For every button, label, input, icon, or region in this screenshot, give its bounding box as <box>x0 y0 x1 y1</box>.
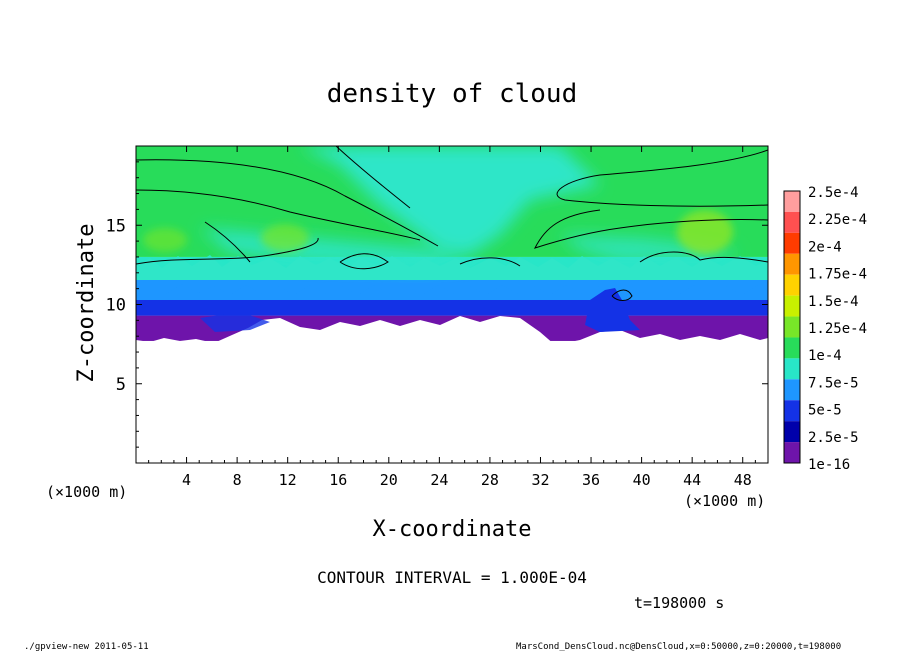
x-tick-label: 28 <box>481 471 499 489</box>
contour-line <box>136 189 421 241</box>
colorbar-swatch <box>784 316 800 338</box>
x-tick-label: 44 <box>683 471 701 489</box>
colorbar-label: 1e-16 <box>808 457 850 473</box>
ragged-edges <box>136 255 768 346</box>
colorbar-label: 1.5e-4 <box>808 294 859 310</box>
colorbar-label: 2e-4 <box>808 239 842 255</box>
x-tick-label: 48 <box>734 471 752 489</box>
colorbar-swatch <box>784 379 800 401</box>
colorbar-swatch <box>784 191 800 212</box>
contour-lines <box>136 146 768 301</box>
x-tick-label: 8 <box>233 471 242 489</box>
contour-line <box>611 289 633 301</box>
colorbar-label: 1e-4 <box>808 348 842 364</box>
footer-left: ./gpview-new 2011-05-11 <box>24 642 149 652</box>
contour-line <box>639 251 768 263</box>
y-axis-label: Z-coordinate <box>74 224 99 383</box>
x-axis-label: X-coordinate <box>373 517 532 542</box>
x-unit-left: (×1000 m) <box>46 483 127 501</box>
x-axis: 4 8 12 16 20 24 28 32 36 40 44 48 <box>148 146 756 489</box>
colorbar-label: 1.25e-4 <box>808 321 867 337</box>
x-tick-label: 32 <box>531 471 549 489</box>
y-tick-label: 5 <box>116 375 126 395</box>
colorbar-swatch <box>784 295 800 317</box>
colorbar-label: 5e-5 <box>808 403 842 419</box>
colorbar-swatch <box>784 421 800 443</box>
colorbar-frame <box>783 190 801 464</box>
colorbar-label: 2.5e-5 <box>808 430 859 446</box>
colorbar-swatch <box>784 232 800 254</box>
x-tick-label: 16 <box>329 471 347 489</box>
colorbar-swatch <box>784 253 800 275</box>
colorbar-swatch <box>784 442 800 463</box>
colorbar-swatch <box>784 337 800 359</box>
colorbar-swatch <box>784 400 800 422</box>
colorbar-swatch <box>784 358 800 380</box>
contour-line <box>459 257 521 267</box>
contour-line <box>339 253 389 270</box>
colorbar-label: 2.5e-4 <box>808 185 859 201</box>
x-unit-right: (×1000 m) <box>684 492 765 510</box>
colorbar-label: 1.75e-4 <box>808 267 867 283</box>
colorbar-label: 2.25e-4 <box>808 212 867 228</box>
time-label: t=198000 s <box>634 594 724 612</box>
y-axis: 5 10 15 <box>106 161 768 448</box>
plot-area <box>136 146 768 463</box>
colorbar-swatch <box>784 274 800 296</box>
contour-line <box>534 209 768 249</box>
y-tick-label: 10 <box>106 296 126 316</box>
x-tick-label: 12 <box>279 471 297 489</box>
x-tick-label: 4 <box>182 471 191 489</box>
contour-line <box>204 221 251 263</box>
y-tick-label: 15 <box>106 216 126 236</box>
contour-line <box>136 237 319 265</box>
x-tick-label: 20 <box>380 471 398 489</box>
chart-title: density of cloud <box>327 79 577 109</box>
x-tick-label: 24 <box>430 471 448 489</box>
x-tick-label: 36 <box>582 471 600 489</box>
contour-line <box>335 146 411 209</box>
footer-right: MarsCond_DensCloud.nc@DensCloud,x=0:5000… <box>516 642 842 652</box>
band-empty <box>136 340 768 463</box>
colorbar-label: 7.5e-5 <box>808 375 859 391</box>
contour-interval: CONTOUR INTERVAL = 1.000E-04 <box>317 568 587 587</box>
contour-line <box>556 149 768 207</box>
colorbar-swatch <box>784 211 800 233</box>
colorbar: 2.5e-4 2.25e-4 2e-4 1.75e-4 1.5e-4 1.25e-4 1e-… <box>783 185 867 473</box>
x-tick-label: 40 <box>633 471 651 489</box>
contour-line <box>136 159 439 247</box>
